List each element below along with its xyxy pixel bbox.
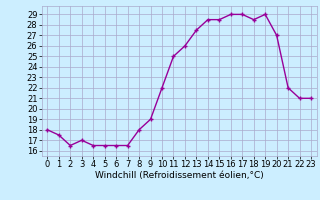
- X-axis label: Windchill (Refroidissement éolien,°C): Windchill (Refroidissement éolien,°C): [95, 171, 264, 180]
